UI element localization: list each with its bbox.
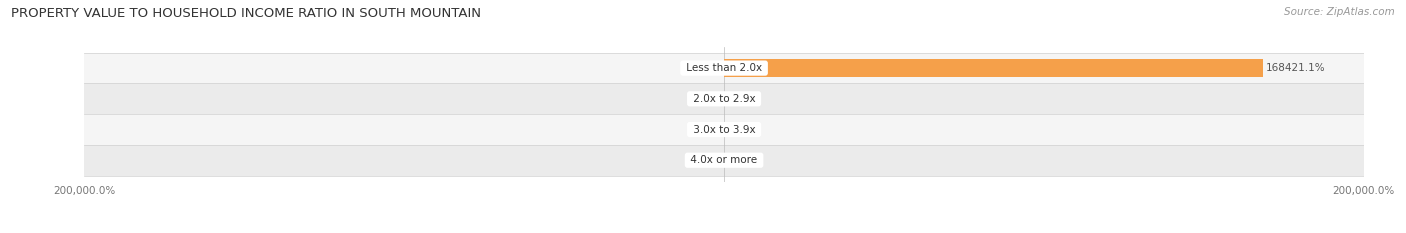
Text: 29.3%: 29.3%	[688, 94, 721, 104]
Bar	[84, 114, 1364, 145]
Bar	[84, 53, 1364, 83]
Text: 7.9%: 7.9%	[727, 124, 754, 134]
Text: 7.6%: 7.6%	[695, 124, 721, 134]
Text: 21.1%: 21.1%	[727, 155, 761, 165]
Text: Less than 2.0x: Less than 2.0x	[683, 63, 765, 73]
Text: 4.0x or more: 4.0x or more	[688, 155, 761, 165]
Text: 28.3%: 28.3%	[688, 155, 721, 165]
Text: 34.9%: 34.9%	[688, 63, 721, 73]
Bar	[84, 145, 1364, 176]
Bar	[724, 59, 1263, 77]
Text: 2.0x to 2.9x: 2.0x to 2.9x	[690, 94, 758, 104]
Text: Source: ZipAtlas.com: Source: ZipAtlas.com	[1284, 7, 1395, 17]
Text: 57.9%: 57.9%	[727, 94, 761, 104]
Text: PROPERTY VALUE TO HOUSEHOLD INCOME RATIO IN SOUTH MOUNTAIN: PROPERTY VALUE TO HOUSEHOLD INCOME RATIO…	[11, 7, 481, 20]
Text: 3.0x to 3.9x: 3.0x to 3.9x	[690, 124, 758, 134]
Text: 168421.1%: 168421.1%	[1265, 63, 1326, 73]
Bar	[84, 83, 1364, 114]
